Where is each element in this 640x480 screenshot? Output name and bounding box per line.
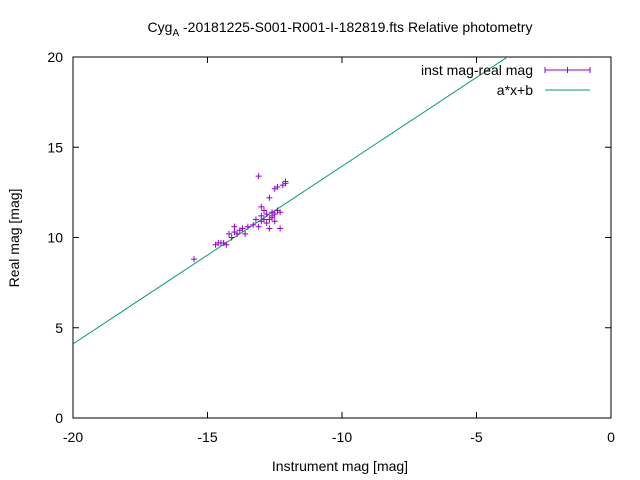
- data-point: [239, 225, 246, 232]
- y-tick-label: 15: [47, 139, 63, 155]
- y-tick-label: 0: [55, 410, 63, 426]
- chart-title: CygA -20181225-S001-R001-I-182819.fts Re…: [148, 19, 533, 39]
- x-tick-label: -5: [470, 429, 483, 445]
- data-point: [250, 221, 257, 228]
- legend-label-points: inst mag-real mag: [421, 62, 533, 78]
- data-point: [271, 211, 278, 218]
- data-point: [277, 225, 284, 232]
- y-tick-label: 20: [47, 49, 63, 65]
- data-point: [244, 223, 251, 230]
- y-tick-label: 5: [55, 320, 63, 336]
- data-point: [252, 216, 259, 223]
- chart-title-sub: A: [172, 28, 179, 39]
- data-point: [274, 183, 281, 190]
- x-axis-label: Instrument mag [mag]: [272, 458, 408, 474]
- data-point: [263, 211, 270, 218]
- data-point: [260, 207, 267, 214]
- data-points-layer: [191, 173, 289, 263]
- data-point: [231, 223, 238, 230]
- legend-symbol-points: [544, 67, 591, 73]
- chart-title-main: Cyg: [148, 19, 173, 35]
- data-point: [258, 203, 265, 210]
- legend-label-fit: a*x+b: [497, 82, 533, 98]
- fit-line: [73, 57, 509, 345]
- fit-line-layer: [73, 57, 509, 345]
- data-point: [234, 230, 241, 237]
- data-point: [266, 194, 273, 201]
- data-point: [242, 230, 249, 237]
- data-point: [271, 218, 278, 225]
- x-tick-label: -20: [63, 429, 83, 445]
- x-tick-label: -15: [197, 429, 217, 445]
- x-axis: -20 -15 -10 -5 0: [63, 57, 615, 445]
- x-tick-label: -10: [332, 429, 352, 445]
- data-point: [277, 209, 284, 216]
- data-point: [255, 223, 262, 230]
- data-point: [282, 178, 289, 185]
- plot-border: [72, 56, 612, 419]
- data-point: [266, 225, 273, 232]
- data-point: [223, 241, 230, 248]
- data-point: [226, 230, 233, 237]
- legend: inst mag-real mag a*x+b: [421, 62, 591, 98]
- data-point: [263, 220, 270, 227]
- y-axis-label: Real mag [mag]: [6, 189, 22, 288]
- data-point: [255, 173, 262, 180]
- data-point: [191, 256, 198, 263]
- data-point: [228, 234, 235, 241]
- data-point: [260, 216, 267, 223]
- plot-frame: [72, 56, 612, 419]
- chart-title-rest: -20181225-S001-R001-I-182819.fts Relativ…: [179, 19, 532, 35]
- y-axis: 0 5 10 15 20: [47, 49, 611, 426]
- x-tick-label: 0: [607, 429, 615, 445]
- data-point: [258, 212, 265, 219]
- y-tick-label: 10: [47, 230, 63, 246]
